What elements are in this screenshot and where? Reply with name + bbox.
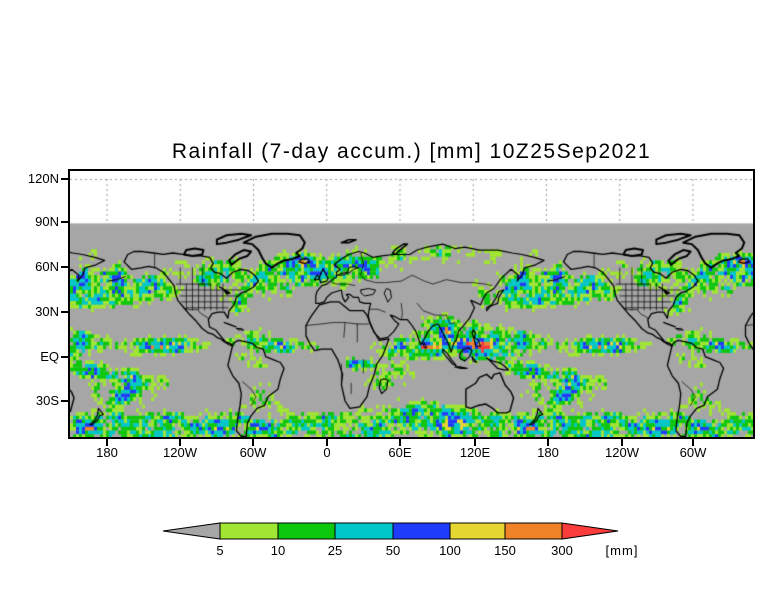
lon-tick — [692, 439, 694, 446]
colorbar-tick-label: 300 — [551, 543, 573, 558]
lon-tick — [326, 439, 328, 446]
lat-tick — [61, 356, 68, 358]
lon-tick — [399, 439, 401, 446]
colorbar-segment — [334, 522, 394, 540]
lon-label-3: 0 — [323, 445, 331, 460]
colorbar-segment — [449, 522, 506, 540]
lat-label-30s: 30S — [35, 393, 59, 408]
lon-tick — [621, 439, 623, 446]
lon-tick — [106, 439, 108, 446]
lon-label-1: 120W — [163, 445, 197, 460]
colorbar-tick-label: 25 — [327, 543, 343, 558]
colorbar-segment — [219, 522, 279, 540]
lon-tick — [252, 439, 254, 446]
lat-tick — [61, 178, 68, 180]
lon-label-8: 60W — [679, 445, 707, 460]
lon-label-7: 120W — [605, 445, 639, 460]
lat-label-60n: 60N — [35, 259, 59, 274]
map-frame — [68, 169, 755, 439]
lon-label-4: 60E — [388, 445, 412, 460]
lon-tick — [474, 439, 476, 446]
lon-label-2: 60W — [239, 445, 267, 460]
lon-label-5: 120E — [459, 445, 491, 460]
colorbar-segment — [504, 522, 563, 540]
lat-tick — [61, 311, 68, 313]
lon-label-0: 180 — [96, 445, 118, 460]
colorbar-tick-label: 5 — [216, 543, 224, 558]
colorbar — [162, 522, 619, 540]
colorbar-tick-label: 100 — [439, 543, 461, 558]
lat-tick — [61, 221, 68, 223]
colorbar-tick-label: 150 — [494, 543, 516, 558]
colorbar-segment — [392, 522, 451, 540]
lat-label-120n: 120N — [27, 171, 59, 186]
colorbar-segment — [277, 522, 336, 540]
lat-label-90n: 90N — [35, 214, 59, 229]
lon-label-6: 180 — [537, 445, 559, 460]
lat-label-eq: EQ — [40, 349, 59, 364]
colorbar-tick-label: 10 — [270, 543, 286, 558]
colorbar-arrow-low — [162, 522, 221, 540]
plot-title: Rainfall (7-day accum.) [mm] 10Z25Sep202… — [171, 140, 652, 163]
rainfall-map-canvas — [70, 171, 753, 437]
lat-label-30n: 30N — [35, 304, 59, 319]
lat-tick — [61, 266, 68, 268]
colorbar-tick-label: 50 — [385, 543, 401, 558]
colorbar-unit-label: [mm] — [605, 543, 639, 558]
lon-tick — [547, 439, 549, 446]
lat-tick — [61, 400, 68, 402]
colorbar-arrow-high — [561, 522, 619, 540]
lon-tick — [179, 439, 181, 446]
